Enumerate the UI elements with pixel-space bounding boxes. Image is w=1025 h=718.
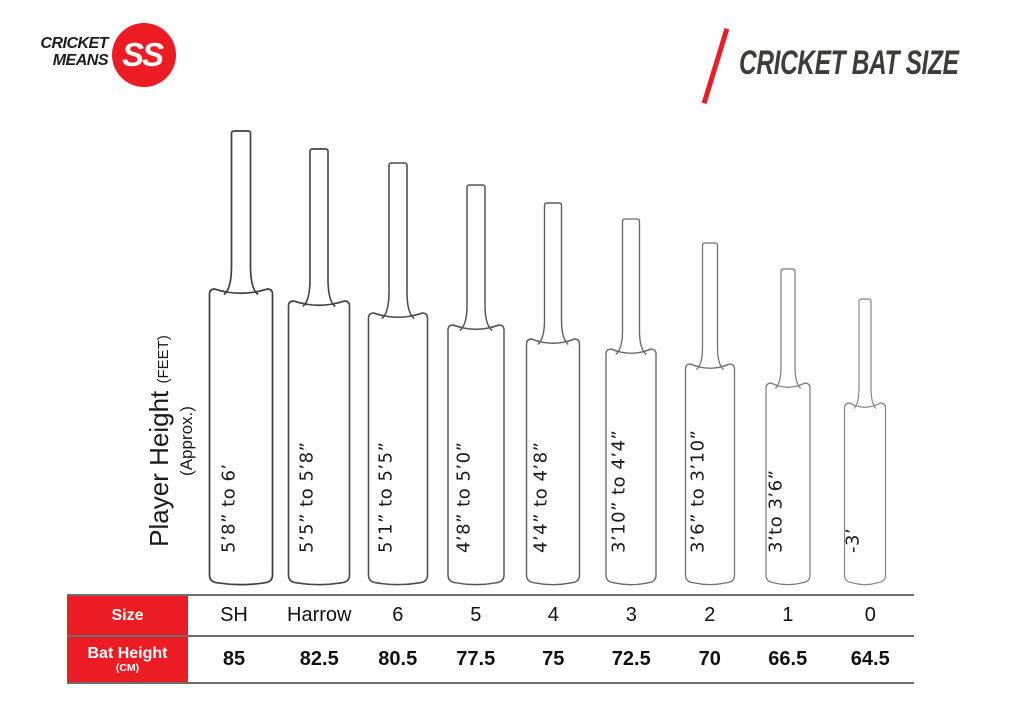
size-row: Size SH Harrow 6 5 4 3 2 1 0 bbox=[67, 596, 914, 637]
size-value-Harrow: Harrow bbox=[287, 604, 352, 626]
bat-height-value-4: 75 bbox=[542, 648, 565, 670]
bat-player-height-label: 3’10” to 4’4” bbox=[609, 430, 630, 553]
bat-handle bbox=[381, 162, 415, 320]
bat-height-value-SH: 85 bbox=[222, 648, 246, 670]
bat-shoulder-curve bbox=[452, 324, 500, 330]
brand-line1: CRICKET bbox=[40, 35, 108, 52]
bat-handle bbox=[459, 184, 493, 332]
size-value-1: 1 bbox=[782, 604, 794, 626]
size-table: Size SH Harrow 6 5 4 3 2 1 0 Bat Height (CM) 85 8… bbox=[67, 594, 914, 684]
bat-player-height-label: 5’1” to 5’5” bbox=[376, 442, 397, 553]
bat-height-value-5: 77.5 bbox=[456, 648, 496, 670]
bat-illustration-size-0: -3’ bbox=[843, 298, 887, 586]
bat-shoulder-curve bbox=[849, 402, 881, 408]
bat-shoulder-curve bbox=[610, 348, 652, 354]
bat-height-value-0: 64.5 bbox=[850, 648, 890, 670]
bat-handle bbox=[696, 242, 724, 370]
bat-player-height-label: 3’6” to 3’10” bbox=[688, 430, 709, 553]
bat-shoulder-curve bbox=[770, 382, 806, 388]
page-title: CRICKET BAT SIZE bbox=[739, 44, 959, 82]
ss-logo-icon: SS bbox=[112, 23, 176, 87]
size-value-SH: SH bbox=[220, 604, 248, 626]
bat-illustration-size-Harrow: 5’5” to 5’8” bbox=[287, 148, 351, 586]
size-value-2: 2 bbox=[704, 604, 716, 626]
bat-player-height-label: 5’5” to 5’8” bbox=[297, 442, 318, 553]
bat-height-value-3: 72.5 bbox=[611, 648, 651, 670]
bat-height-header-label: Bat Height bbox=[87, 645, 168, 662]
bat-height-unit-label: (CM) bbox=[115, 662, 140, 674]
bat-illustration-size-3: 3’10” to 4’4” bbox=[605, 218, 657, 586]
bat-shoulder-curve bbox=[373, 312, 423, 319]
bat-illustration-size-4: 4’4” to 4’8” bbox=[525, 202, 581, 586]
bat-illustration-size-5: 4’8” to 5’0” bbox=[447, 184, 505, 586]
bat-handle bbox=[537, 202, 569, 346]
bat-height-row-header: Bat Height (CM) bbox=[67, 637, 188, 682]
bat-illustration-size-SH: 5’8” to 6’ bbox=[208, 130, 274, 586]
bat-handle bbox=[853, 298, 877, 409]
bat-shoulder-curve bbox=[690, 363, 730, 369]
size-row-header: Size bbox=[67, 596, 188, 635]
bat-shoulder-curve bbox=[214, 288, 268, 295]
bat-player-height-label: 5’8” to 6’ bbox=[219, 463, 240, 553]
bat-handle bbox=[615, 218, 647, 356]
bat-height-value-6: 80.5 bbox=[378, 648, 418, 670]
bat-height-row: Bat Height (CM) 85 82.5 80.5 77.5 75 72.5 70 66… bbox=[67, 637, 914, 682]
bat-illustration-size-2: 3’6” to 3’10” bbox=[684, 242, 736, 586]
bat-player-height-label: 4’4” to 4’8” bbox=[531, 442, 552, 553]
size-value-3: 3 bbox=[625, 604, 637, 626]
bat-shoulder-curve bbox=[293, 300, 345, 307]
bat-handle bbox=[774, 268, 802, 389]
ss-logo-letters: SS bbox=[121, 36, 164, 73]
bat-player-height-label: -3’ bbox=[843, 528, 864, 553]
bat-handle bbox=[223, 130, 259, 296]
bat-height-value-2: 70 bbox=[698, 648, 721, 670]
size-value-0: 0 bbox=[864, 604, 876, 626]
brand-wordmark: CRICKET MEANS bbox=[28, 35, 108, 69]
size-value-5: 5 bbox=[470, 604, 482, 626]
bat-handle bbox=[302, 148, 336, 308]
size-header-label: Size bbox=[111, 606, 144, 624]
brand-line2: MEANS bbox=[52, 52, 109, 69]
bat-height-value-Harrow: 82.5 bbox=[299, 648, 339, 670]
size-value-6: 6 bbox=[392, 604, 404, 626]
bat-height-value-1: 66.5 bbox=[768, 648, 808, 670]
bat-player-height-label: 3’to 3’6” bbox=[766, 470, 787, 553]
size-value-4: 4 bbox=[547, 604, 559, 626]
bat-illustration-size-6: 5’1” to 5’5” bbox=[367, 162, 429, 586]
bat-shoulder-curve bbox=[531, 338, 575, 344]
bat-illustration-size-1: 3’to 3’6” bbox=[765, 268, 811, 586]
bat-blade bbox=[843, 402, 887, 586]
bat-player-height-label: 4’8” to 5’0” bbox=[454, 442, 475, 553]
